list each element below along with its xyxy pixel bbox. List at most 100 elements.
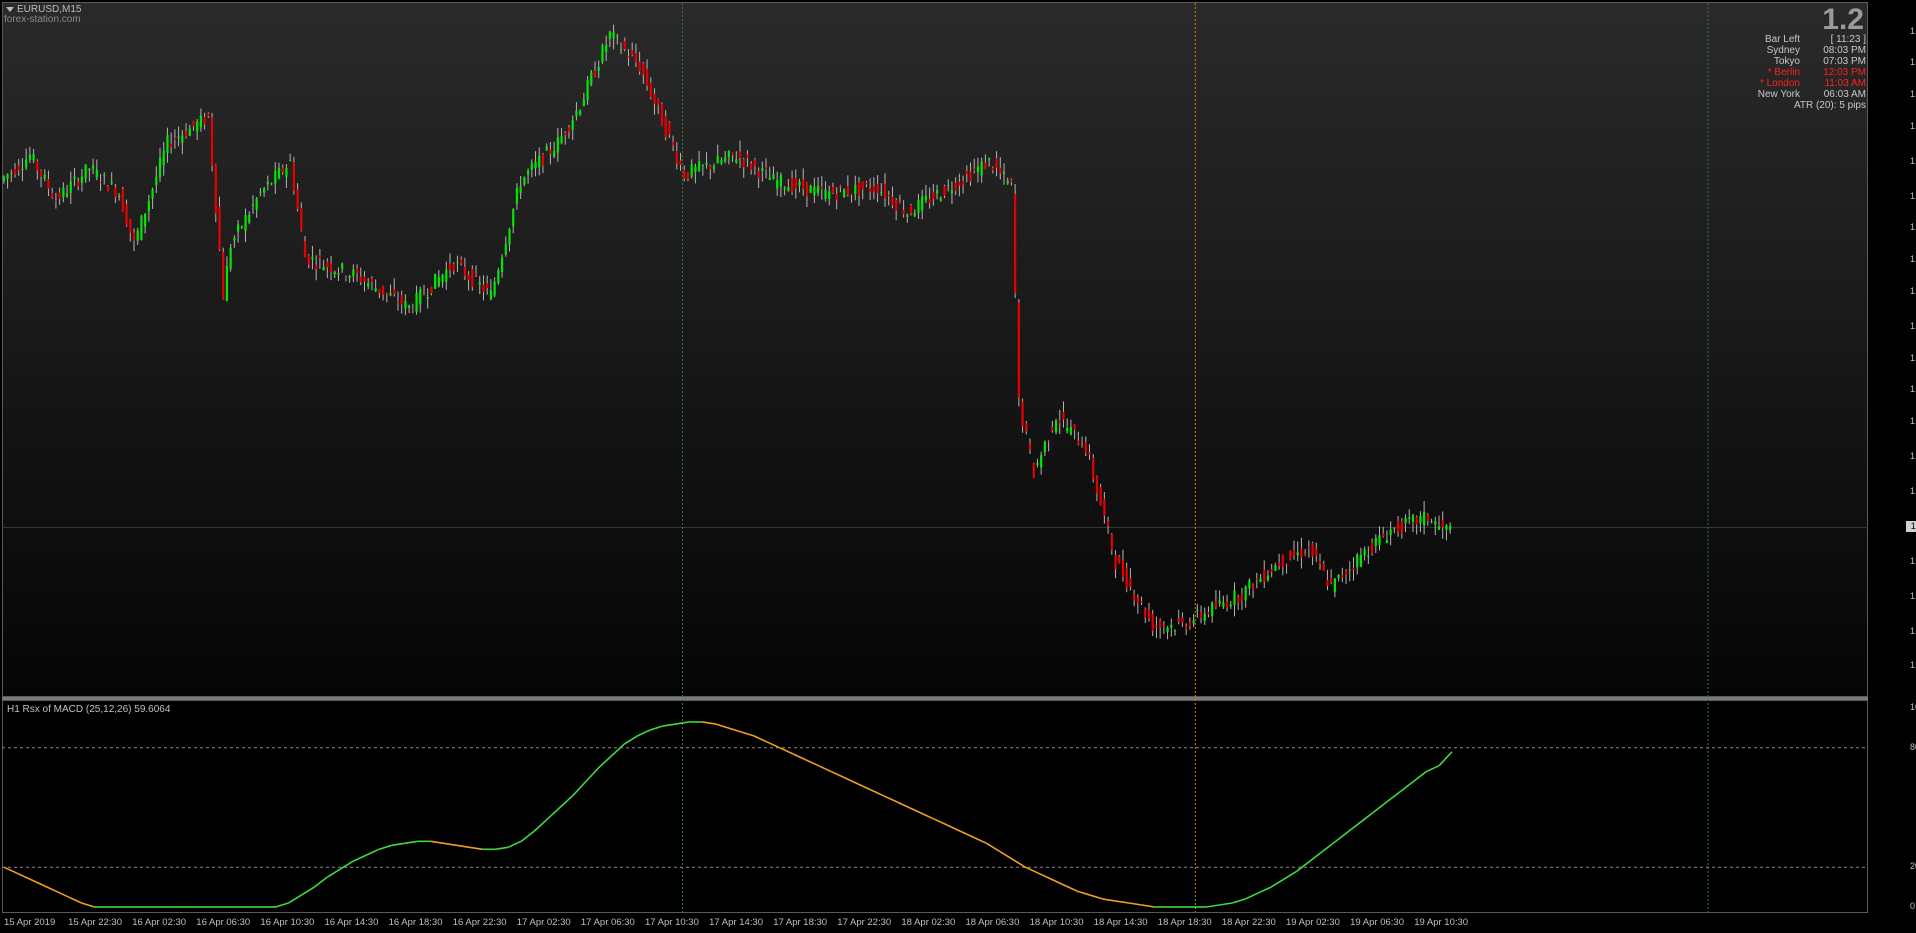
- candle-body: [236, 224, 240, 232]
- candle-body: [1032, 463, 1035, 478]
- candle-body: [683, 169, 686, 179]
- candle-body: [634, 52, 638, 63]
- candle-body: [984, 162, 987, 170]
- candle-body: [88, 168, 91, 171]
- candle-body: [816, 185, 820, 194]
- candle-body: [1356, 554, 1359, 568]
- indicator-line-segment: [921, 812, 936, 821]
- candle-body: [828, 191, 831, 200]
- candle-body: [322, 266, 325, 271]
- candle-body: [39, 170, 43, 177]
- indicator-line-segment: [895, 800, 910, 809]
- price-axis-label: 1.12825: [1910, 285, 1916, 296]
- candle-body: [500, 257, 504, 273]
- candle-body: [118, 195, 121, 198]
- candle-body: [1103, 499, 1106, 516]
- candle-body: [1214, 601, 1218, 608]
- price-chart-pane[interactable]: [2, 2, 1868, 697]
- candle-body: [757, 170, 760, 179]
- candle-body: [612, 31, 615, 39]
- candle-body: [712, 165, 716, 170]
- candle-body: [783, 187, 786, 190]
- candle-body: [337, 273, 340, 275]
- candle-body: [363, 276, 366, 282]
- candle-body: [958, 181, 961, 186]
- candle-body: [627, 56, 630, 58]
- indicator-line-segment: [598, 755, 613, 769]
- candle-body: [861, 181, 864, 190]
- indicator-line-segment: [300, 886, 315, 896]
- candle-body: [393, 289, 396, 294]
- indicator-line-segment: [702, 721, 716, 725]
- indicator-line-segment: [1128, 902, 1142, 906]
- candle-body: [1251, 584, 1255, 591]
- candle-body: [10, 172, 13, 174]
- candle-body: [1181, 617, 1184, 623]
- candle-body: [1110, 534, 1113, 550]
- indicator-line-segment: [986, 842, 1000, 852]
- candle-body: [1177, 618, 1180, 622]
- indicator-line-segment: [714, 723, 729, 729]
- indicator-line-segment: [1231, 898, 1246, 904]
- indicator-line-segment: [443, 842, 457, 847]
- indicator-line-segment: [960, 830, 974, 839]
- candle-body: [129, 219, 132, 233]
- time-axis-label: 18 Apr 18:30: [1157, 917, 1212, 928]
- candle-body: [731, 152, 734, 156]
- indicator-line-segment: [1386, 790, 1401, 803]
- candle-body: [1188, 621, 1191, 627]
- indicator-line-segment: [882, 794, 897, 803]
- indicator-line-segment: [1206, 904, 1220, 908]
- candle-body: [720, 160, 723, 164]
- indicator-line-segment: [1425, 764, 1440, 773]
- candle-body: [1449, 525, 1452, 530]
- candle-body: [772, 173, 775, 179]
- candle-body: [787, 186, 790, 192]
- candle-body: [653, 93, 656, 104]
- candle-body: [750, 163, 753, 170]
- candle-body: [136, 230, 139, 241]
- candle-body: [493, 281, 496, 296]
- candle-body: [671, 141, 675, 146]
- candle-body: [419, 289, 422, 305]
- candle-body: [768, 178, 771, 180]
- candle-body: [1017, 302, 1020, 398]
- candle-body: [969, 171, 972, 182]
- candle-body: [579, 110, 582, 115]
- candle-body: [106, 186, 110, 192]
- candle-body: [1133, 593, 1136, 601]
- candle-body: [664, 115, 667, 137]
- price-axis-label: 1.12290: [1910, 625, 1916, 636]
- candle-body: [359, 276, 362, 283]
- indicator-line-segment: [740, 731, 755, 737]
- candle-body: [370, 278, 374, 282]
- candle-body: [947, 184, 950, 186]
- indicator-line-segment: [611, 743, 626, 757]
- candle-body: [192, 121, 195, 127]
- indicator-line-segment: [676, 721, 690, 725]
- candle-body: [285, 168, 288, 177]
- candle-body: [1363, 549, 1366, 556]
- candle-body: [898, 201, 901, 203]
- candle-body: [999, 167, 1002, 174]
- indicator-pane[interactable]: [2, 700, 1868, 913]
- indicator-line-segment: [805, 759, 819, 767]
- session-name: * Berlin: [1767, 67, 1800, 78]
- candle-body: [657, 98, 660, 105]
- indicator-line-segment: [29, 878, 44, 886]
- price-axis-label: 1.13185: [1910, 57, 1916, 68]
- candle-body: [344, 277, 348, 279]
- candle-body: [1400, 521, 1403, 534]
- candle-body: [277, 167, 281, 179]
- session-name: Bar Left: [1764, 34, 1800, 45]
- session-name: Sydney: [1766, 45, 1800, 56]
- pane-splitter[interactable]: [2, 697, 1868, 700]
- indicator-line-segment: [1050, 878, 1065, 886]
- symbol-title[interactable]: EURUSD,M15: [6, 4, 81, 15]
- session-time: [ 11:23 ]: [1830, 34, 1866, 45]
- time-axis-label: 16 Apr 02:30: [132, 917, 187, 928]
- dropdown-triangle-icon[interactable]: [6, 7, 14, 12]
- candle-body: [47, 179, 50, 189]
- candle-body: [448, 263, 452, 271]
